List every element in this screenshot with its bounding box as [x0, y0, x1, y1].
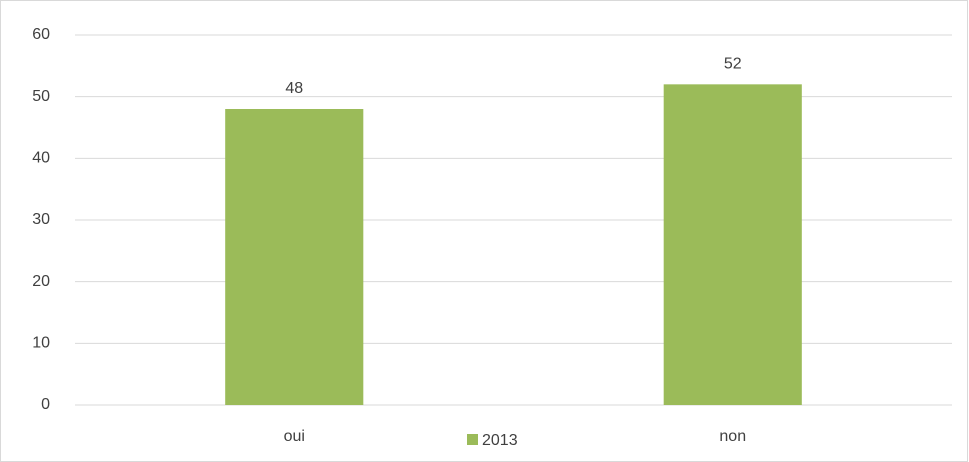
- x-tick-label: non: [719, 428, 746, 445]
- x-tick-label: oui: [284, 428, 305, 445]
- y-tick-label: 50: [32, 88, 50, 105]
- y-tick-label: 20: [32, 273, 50, 290]
- bar: [225, 109, 364, 405]
- y-tick-label: 30: [32, 211, 50, 228]
- legend-swatch: [467, 434, 478, 445]
- bar: [663, 84, 802, 405]
- y-tick-label: 0: [41, 396, 50, 413]
- legend-label: 2013: [482, 432, 518, 449]
- data-label: 48: [285, 80, 303, 97]
- data-label: 52: [724, 56, 742, 73]
- y-tick-label: 60: [32, 26, 50, 43]
- y-tick-label: 10: [32, 335, 50, 352]
- y-tick-label: 40: [32, 150, 50, 167]
